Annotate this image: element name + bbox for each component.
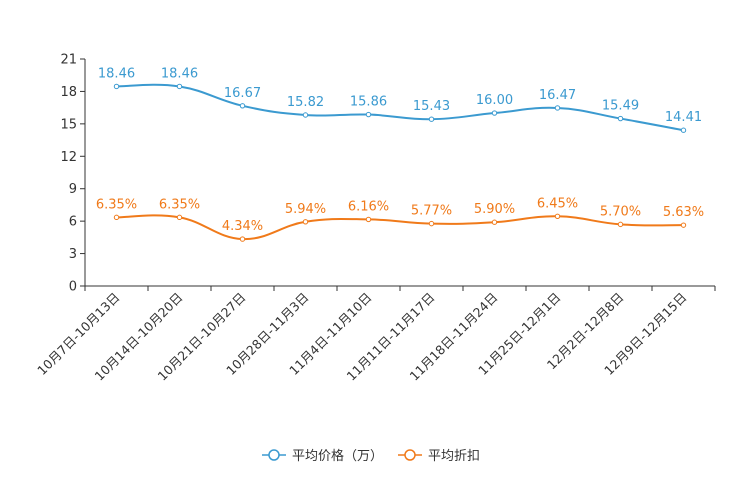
data-label: 18.46: [98, 66, 135, 81]
legend-item-1[interactable]: 平均价格（万）: [262, 448, 383, 464]
data-label: 4.34%: [222, 219, 263, 234]
data-label: 5.77%: [411, 204, 452, 219]
data-point: [239, 103, 246, 109]
data-point: [239, 236, 246, 242]
data-point: [428, 220, 435, 227]
data-label: 6.35%: [159, 197, 200, 212]
data-point: [617, 221, 624, 228]
data-label: 6.35%: [96, 197, 137, 212]
data-label: 15.43: [413, 99, 450, 114]
data-label: 5.70%: [600, 204, 641, 219]
data-point: [554, 105, 561, 111]
y-tick-label: 9: [69, 182, 77, 197]
data-point: [680, 222, 687, 228]
data-label: 18.46: [161, 66, 198, 81]
y-tick-label: 6: [69, 215, 77, 230]
y-tick-label: 15: [60, 117, 77, 132]
data-point: [491, 219, 498, 225]
y-tick-label: 0: [69, 280, 77, 295]
data-label: 14.41: [665, 110, 702, 125]
data-label: 16.00: [476, 93, 513, 108]
data-point: [680, 127, 687, 133]
legend-marker-icon: [404, 449, 416, 461]
data-point: [428, 116, 435, 122]
data-point: [176, 214, 183, 221]
series-group: 18.46 18.46 16.67 15.82 15.86 15.43 16.00 16.47…: [96, 66, 704, 242]
data-label: 6.45%: [537, 196, 578, 211]
data-point: [302, 219, 309, 225]
data-point: [113, 214, 120, 221]
legend-item-2[interactable]: 平均折扣: [398, 449, 480, 464]
data-label: 5.94%: [285, 202, 326, 217]
data-label: 5.63%: [663, 205, 704, 220]
y-tick-label: 12: [60, 150, 77, 165]
y-tick-label: 21: [60, 53, 77, 68]
data-label: 16.67: [224, 86, 261, 101]
data-point: [554, 213, 561, 219]
series-line: [116, 83, 684, 132]
data-point: [491, 110, 498, 116]
y-tick-label: 3: [69, 247, 77, 262]
data-point: [176, 83, 183, 90]
data-label: 15.86: [350, 95, 387, 110]
data-point: [617, 115, 624, 122]
legend[interactable]: 平均价格（万） 平均折扣: [262, 448, 480, 464]
series-2: 6.35% 6.35% 4.34% 5.94% 6.16% 5.77% 5.90% 6.45%…: [96, 196, 704, 242]
data-point: [365, 216, 372, 223]
y-tick-label: 18: [60, 85, 77, 100]
legend-label: 平均价格（万）: [292, 448, 383, 464]
series-1: 18.46 18.46 16.67 15.82 15.86 15.43 16.00 16.47…: [98, 66, 702, 133]
series-line: [116, 214, 684, 241]
data-point: [302, 112, 309, 118]
data-label: 15.49: [602, 99, 639, 114]
data-label: 15.82: [287, 95, 324, 110]
legend-marker-icon: [268, 449, 280, 461]
data-label: 6.16%: [348, 199, 389, 214]
legend-label: 平均折扣: [428, 449, 480, 464]
data-point: [365, 111, 372, 118]
data-point: [113, 83, 120, 90]
data-label: 16.47: [539, 88, 576, 103]
data-label: 5.90%: [474, 202, 515, 217]
